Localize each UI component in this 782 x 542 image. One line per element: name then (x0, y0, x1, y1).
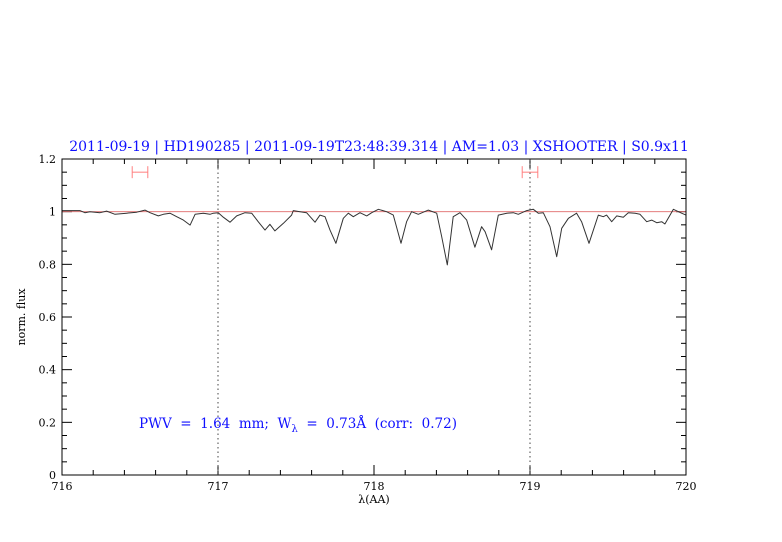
y-tick-label: 0.2 (39, 416, 57, 429)
x-tick-label: 718 (364, 480, 385, 493)
chart-title: 2011-09-19 | HD190285 | 2011-09-19T23:48… (69, 139, 689, 155)
x-tick-label: 719 (520, 480, 541, 493)
x-tick-label: 720 (676, 480, 697, 493)
axis-ticks: 716 717 718 719 720 0 0.2 0.4 0.6 0.8 1 1.2 (39, 153, 697, 493)
y-tick-label: 1.2 (39, 153, 57, 166)
y-tick-label: 0.4 (39, 364, 57, 377)
plot-frame (61, 158, 687, 476)
error-bar (521, 166, 539, 179)
plot-marks (62, 159, 687, 475)
spectrum-line (62, 208, 687, 266)
error-bar (131, 166, 149, 179)
x-tick-label: 716 (52, 480, 73, 493)
y-tick-label: 1 (49, 206, 56, 219)
annotation-suffix: = 0.73Å (corr: 0.72) (298, 416, 457, 432)
pwv-annotation: PWV = 1.64 mm; Wλ = 0.73Å (corr: 0.72) (139, 416, 457, 435)
y-tick-label: 0.8 (39, 258, 57, 271)
x-axis-label: λ(AA) (358, 493, 389, 506)
annotation-subscript: λ (291, 424, 298, 435)
y-tick-label: 0.6 (39, 311, 57, 324)
y-axis-label: norm. flux (15, 288, 28, 346)
y-tick-label: 0 (49, 469, 56, 482)
annotation-prefix: PWV = 1.64 mm; W (139, 416, 292, 432)
x-tick-label: 717 (208, 480, 229, 493)
